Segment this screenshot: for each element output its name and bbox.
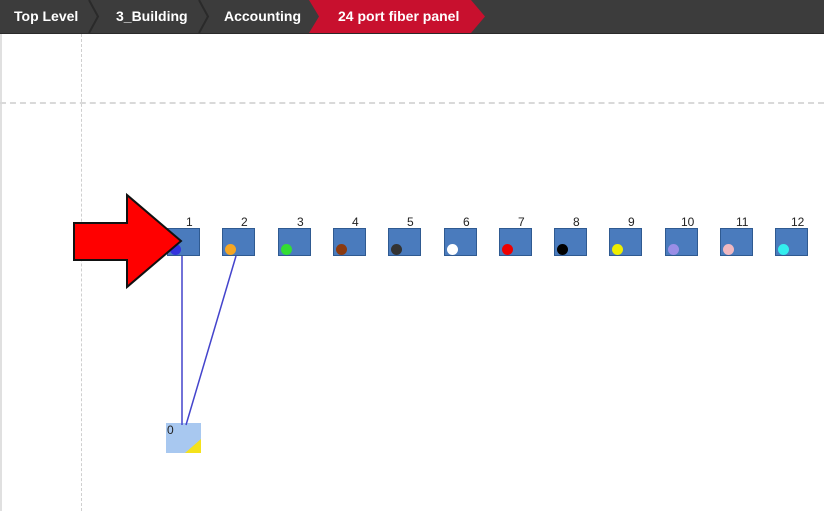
port-number-label: 12 (791, 215, 805, 229)
fiber-port-7[interactable] (499, 228, 532, 256)
breadcrumb-item-fiber-panel[interactable]: 24 port fiber panel (338, 8, 460, 24)
port-number-label: 6 (463, 215, 470, 229)
port-number-label: 1 (186, 215, 193, 229)
port-color-dot-icon (502, 244, 513, 255)
port-color-dot-icon (281, 244, 292, 255)
port-color-dot-icon (612, 244, 623, 255)
breadcrumb-item-top-level[interactable]: Top Level (14, 8, 79, 24)
port-number-label: 9 (628, 215, 635, 229)
breadcrumb-item-building[interactable]: 3_Building (116, 8, 188, 24)
port-color-dot-icon (557, 244, 568, 255)
port-color-dot-icon (225, 244, 236, 255)
fiber-port-1[interactable] (167, 228, 200, 256)
connector-node[interactable] (166, 423, 201, 453)
breadcrumb-active-background (309, 0, 485, 33)
port-number-label: 10 (681, 215, 695, 229)
port-number-label: 7 (518, 215, 525, 229)
breadcrumb-separator-icon (88, 0, 100, 33)
fiber-port-6[interactable] (444, 228, 477, 256)
port-number-label: 5 (407, 215, 414, 229)
port-color-dot-icon (723, 244, 734, 255)
fiber-port-11[interactable] (720, 228, 753, 256)
port-number-label: 3 (297, 215, 304, 229)
canvas-left-edge (0, 34, 2, 511)
fiber-port-3[interactable] (278, 228, 311, 256)
fiber-port-8[interactable] (554, 228, 587, 256)
breadcrumb-item-accounting[interactable]: Accounting (224, 8, 301, 24)
breadcrumb-separator-icon (198, 0, 210, 33)
vertical-guide-line (81, 34, 82, 511)
fiber-port-2[interactable] (222, 228, 255, 256)
port-color-dot-icon (778, 244, 789, 255)
fiber-port-12[interactable] (775, 228, 808, 256)
fiber-port-4[interactable] (333, 228, 366, 256)
port-number-label: 4 (352, 215, 359, 229)
fiber-port-5[interactable] (388, 228, 421, 256)
fiber-port-10[interactable] (665, 228, 698, 256)
port-color-dot-icon (668, 244, 679, 255)
port-number-label: 2 (241, 215, 248, 229)
port-number-label: 11 (736, 215, 749, 229)
panel-canvas[interactable] (0, 34, 824, 511)
port-color-dot-icon (447, 244, 458, 255)
connector-node-icon (185, 439, 201, 453)
port-color-dot-icon (170, 244, 181, 255)
port-color-dot-icon (336, 244, 347, 255)
connector-node-label: 0 (167, 423, 174, 437)
fiber-port-9[interactable] (609, 228, 642, 256)
breadcrumb: Top Level 3_Building Accounting 24 port … (0, 0, 824, 34)
horizontal-guide-line (0, 102, 824, 104)
port-number-label: 8 (573, 215, 580, 229)
port-color-dot-icon (391, 244, 402, 255)
